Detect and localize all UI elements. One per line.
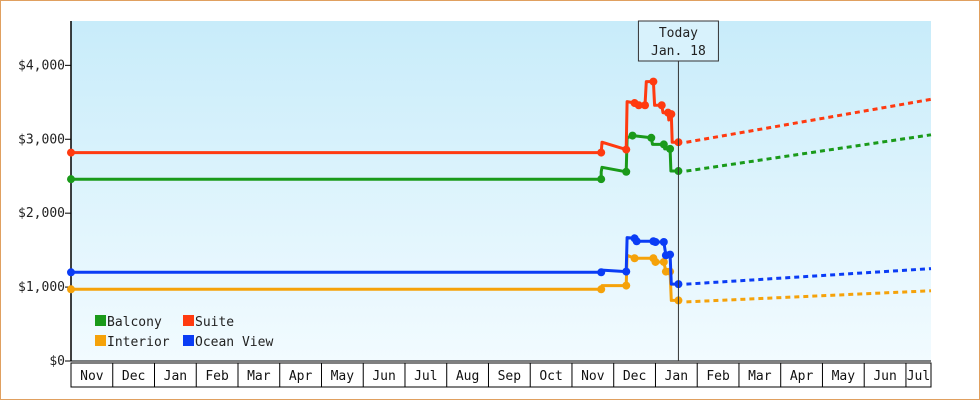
data-point-ocean-view	[659, 238, 668, 246]
x-tick-label: Sep	[498, 369, 522, 384]
data-point-ocean-view	[632, 237, 641, 246]
x-tick-label: Aug	[456, 369, 479, 384]
today-callout-box	[637, 20, 719, 62]
y-tick-label: $2,000	[18, 206, 65, 221]
x-tick-label: Jun	[372, 369, 395, 384]
data-point-suite	[634, 101, 643, 110]
today-label: Today	[659, 26, 698, 41]
data-point-ocean-view	[622, 267, 631, 276]
today-marker: Today Jan. 18	[637, 20, 719, 361]
data-point-ocean-view	[67, 268, 75, 277]
data-point-balcony	[647, 133, 656, 142]
legend-swatch-balcony	[95, 315, 106, 326]
data-point-balcony	[67, 175, 75, 184]
x-tick-label: Jun	[873, 369, 896, 384]
data-point-balcony	[597, 175, 606, 184]
legend-swatch-interior	[95, 335, 106, 346]
x-tick-label: Oct	[539, 369, 562, 384]
month-axis-band	[70, 362, 932, 388]
x-tick-label: Dec	[623, 369, 646, 384]
legend-label-ocean-view: Ocean View	[195, 335, 273, 350]
axes-layer: $0 $1,000 $2,000 $3,000 $4,000 Nov Dec Jan Feb Ma…	[18, 21, 932, 388]
x-tick-label: Apr	[790, 369, 814, 384]
x-tick-label: Jan	[164, 369, 187, 384]
data-point-suite	[641, 101, 650, 110]
x-tick-label: May	[832, 369, 856, 384]
x-tick-label: Jul	[414, 369, 437, 384]
data-point-ocean-view	[651, 238, 660, 246]
data-point-ocean-view	[666, 250, 675, 259]
legend-label-interior: Interior	[107, 335, 170, 350]
x-tick-label: Nov	[80, 369, 104, 384]
legend-swatch-suite	[183, 315, 194, 326]
data-point-interior	[67, 285, 75, 294]
data-point-ocean-view	[597, 268, 606, 277]
data-point-suite	[649, 77, 658, 86]
y-tick-label: $0	[49, 354, 65, 369]
x-tick-label: Mar	[748, 369, 772, 384]
legend-label-balcony: Balcony	[107, 315, 162, 330]
data-point-balcony	[622, 167, 631, 176]
data-point-interior	[651, 257, 660, 266]
data-point-suite	[597, 148, 606, 157]
data-point-interior	[597, 285, 606, 294]
x-tick-label: Feb	[706, 369, 730, 384]
legend-label-suite: Suite	[195, 315, 234, 330]
series-suite	[67, 77, 932, 157]
data-point-balcony	[628, 131, 637, 140]
data-point-interior	[659, 257, 668, 266]
data-point-interior	[622, 281, 631, 290]
y-tick-label: $1,000	[18, 280, 65, 295]
today-date: Jan. 18	[651, 44, 706, 59]
legend-swatch-ocean-view	[183, 335, 194, 346]
data-point-suite	[67, 148, 75, 157]
forecast-line-interior	[686, 289, 932, 304]
x-tick-label: Mar	[247, 369, 271, 384]
x-tick-label: May	[331, 369, 355, 384]
data-point-suite	[657, 101, 666, 110]
y-tick-label: $3,000	[18, 132, 65, 147]
series-balcony	[67, 131, 932, 184]
data-point-suite	[667, 110, 676, 119]
series-layer	[67, 77, 932, 305]
data-point-interior	[630, 254, 639, 263]
series-ocean-view	[67, 234, 932, 289]
x-tick-label: Jan	[665, 369, 688, 384]
forecast-line-ocean-view	[686, 267, 932, 286]
data-point-balcony	[659, 140, 668, 149]
data-point-suite	[622, 145, 631, 154]
x-tick-label: Jul	[907, 369, 930, 384]
data-point-balcony	[666, 144, 675, 153]
legend: Balcony Interior Suite Ocean View	[95, 315, 273, 350]
x-tick-label: Nov	[581, 369, 605, 384]
x-tick-label: Apr	[289, 369, 313, 384]
y-tick-label: $4,000	[18, 58, 65, 73]
x-tick-label: Dec	[122, 369, 145, 384]
plot-area-background	[71, 21, 931, 361]
x-tick-label: Feb	[205, 369, 229, 384]
